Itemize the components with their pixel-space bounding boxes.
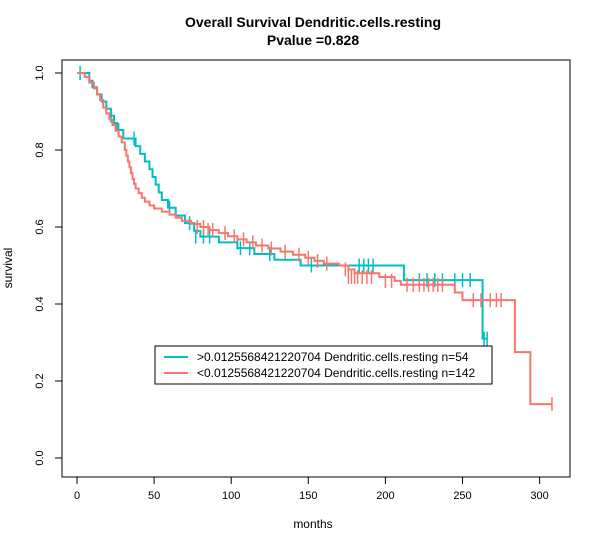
- x-tick-label: 250: [453, 490, 471, 502]
- x-tick-label: 200: [376, 490, 394, 502]
- y-axis-label: survival: [1, 248, 15, 289]
- legend-label-low: <0.0125568421220704 Dendritic.cells.rest…: [197, 366, 476, 380]
- x-tick-label: 300: [530, 490, 548, 502]
- series-1: [77, 72, 553, 412]
- legend-box: [154, 345, 493, 385]
- y-axis: 0.0 0.2 0.4 0.6 0.8 1.0: [34, 65, 63, 466]
- legend-label-high: >0.0125568421220704 Dendritic.cells.rest…: [197, 350, 469, 364]
- y-tick-label: 0.8: [34, 142, 46, 157]
- x-tick-label: 50: [148, 490, 160, 502]
- x-tick-label: 0: [74, 490, 80, 502]
- plot-frame: [61, 59, 571, 478]
- y-tick-label: 0.4: [34, 296, 46, 311]
- y-tick-label: 0.0: [34, 450, 46, 465]
- survival-curve: [77, 72, 488, 340]
- y-tick-label: 0.2: [34, 373, 46, 388]
- chart-title: Overall Survival Dendritic.cells.resting: [185, 14, 441, 30]
- x-axis: 0 50 100 150 200 250 300: [74, 476, 549, 502]
- x-tick-label: 150: [299, 490, 317, 502]
- y-tick-label: 0.6: [34, 219, 46, 234]
- chart-subtitle: Pvalue =0.828: [267, 32, 359, 48]
- y-tick-label: 1.0: [34, 65, 46, 80]
- x-tick-label: 100: [222, 490, 240, 502]
- x-axis-label: months: [293, 517, 332, 531]
- series-layer: [77, 66, 553, 412]
- legend: >0.0125568421220704 Dendritic.cells.rest…: [154, 345, 493, 385]
- series-0: [77, 66, 488, 346]
